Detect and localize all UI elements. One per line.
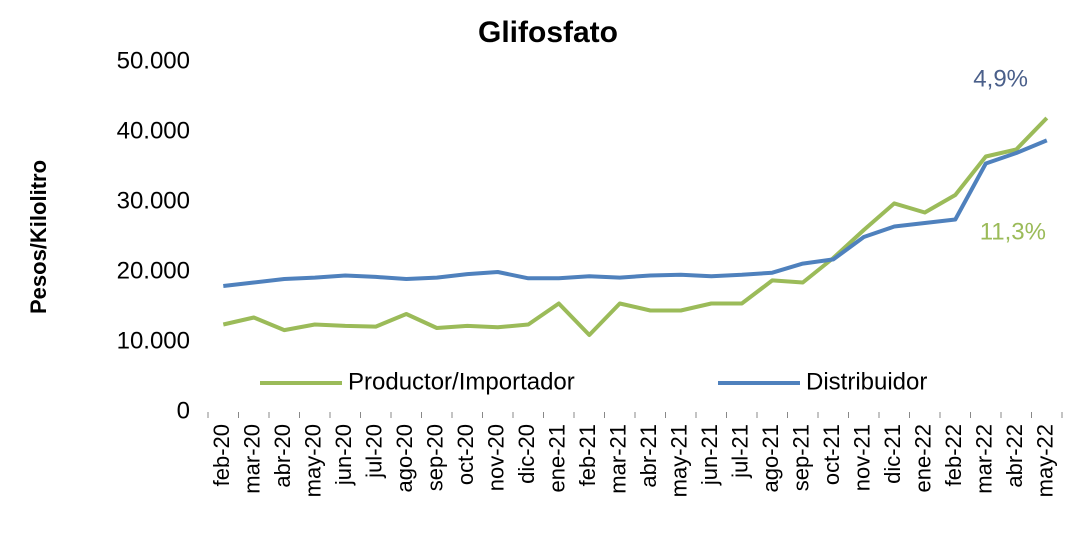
x-tick-label: jul-20 — [362, 424, 387, 479]
x-tick-label: mar-22 — [972, 424, 997, 494]
x-tick-label: jun-20 — [331, 424, 356, 486]
x-tick-label: sep-21 — [789, 424, 814, 491]
legend-label: Productor/Importador — [348, 368, 575, 395]
y-tick-label: 10.000 — [117, 327, 190, 354]
x-tick-label: feb-20 — [209, 424, 234, 486]
y-axis-label: Pesos/Kilolitro — [26, 160, 51, 314]
x-tick-label: ago-21 — [758, 424, 783, 493]
x-tick-label: oct-20 — [453, 424, 478, 485]
y-tick-label: 30.000 — [117, 187, 190, 214]
y-tick-label: 40.000 — [117, 117, 190, 144]
x-tick-label: mar-20 — [240, 424, 265, 494]
annotation: 4,9% — [973, 65, 1028, 92]
legend-label: Distribuidor — [806, 368, 927, 395]
x-tick-label: feb-22 — [941, 424, 966, 486]
x-tick-label: jul-21 — [728, 424, 753, 479]
x-tick-label: abr-21 — [636, 424, 661, 488]
x-tick-label: jun-21 — [697, 424, 722, 486]
x-tick-label: oct-21 — [819, 424, 844, 485]
x-tick-label: sep-20 — [423, 424, 448, 491]
y-tick-label: 0 — [177, 397, 190, 424]
x-tick-label: mar-21 — [606, 424, 631, 494]
x-tick-label: ago-20 — [392, 424, 417, 493]
x-tick-label: nov-21 — [850, 424, 875, 491]
x-tick-label: feb-21 — [575, 424, 600, 486]
annotation: 11,3% — [980, 218, 1046, 245]
x-tick-label: dic-21 — [880, 424, 905, 484]
series-line — [223, 138, 1048, 288]
x-tick-label: dic-20 — [514, 424, 539, 484]
x-tick-label: may-22 — [1033, 424, 1058, 497]
chart-title: Glifosfato — [478, 16, 618, 49]
x-tick-label: may-21 — [667, 424, 692, 497]
x-tick-label: may-20 — [301, 424, 326, 497]
series-line — [222, 116, 1049, 337]
x-tick-label: abr-22 — [1002, 424, 1027, 488]
y-tick-label: 20.000 — [117, 257, 190, 284]
x-tick-label: ene-21 — [545, 424, 570, 493]
x-tick-label: ene-22 — [911, 424, 936, 493]
y-tick-label: 50.000 — [117, 47, 190, 74]
x-tick-label: nov-20 — [484, 424, 509, 491]
x-tick-label: abr-20 — [270, 424, 295, 488]
